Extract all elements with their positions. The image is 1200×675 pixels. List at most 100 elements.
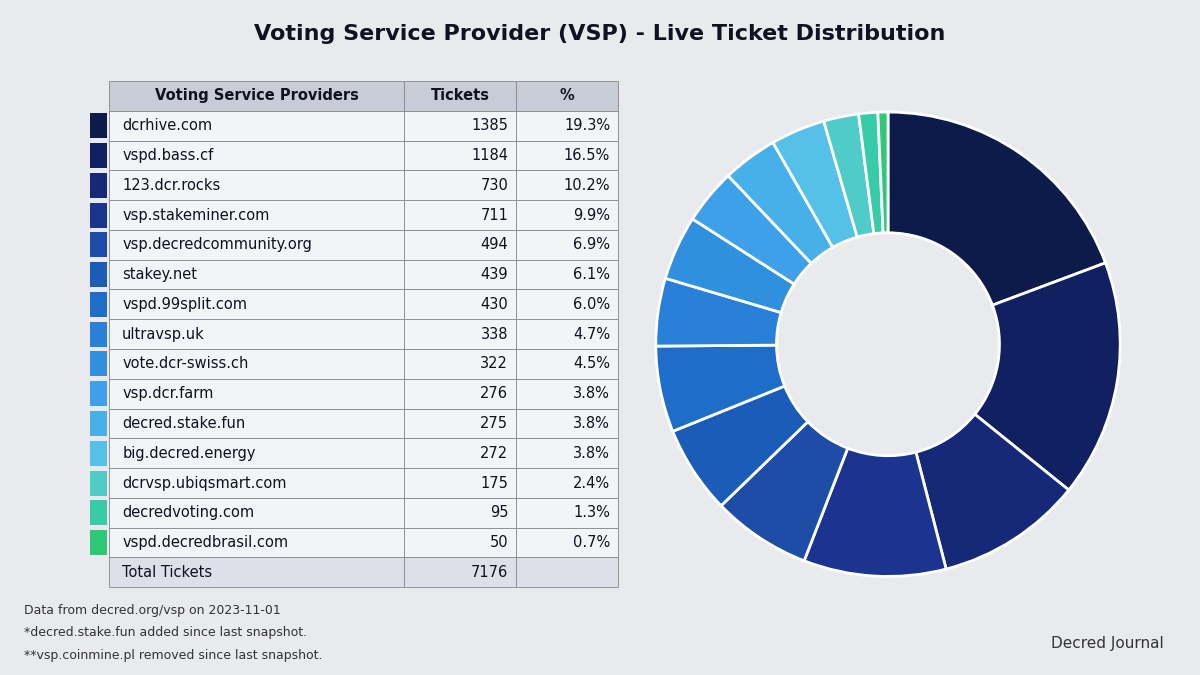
Text: stakey.net: stakey.net	[122, 267, 197, 282]
Wedge shape	[673, 386, 808, 506]
FancyBboxPatch shape	[109, 140, 404, 170]
Text: vsp.decredcommunity.org: vsp.decredcommunity.org	[122, 238, 312, 252]
FancyBboxPatch shape	[404, 230, 516, 260]
FancyBboxPatch shape	[109, 408, 404, 438]
FancyBboxPatch shape	[404, 290, 516, 319]
FancyBboxPatch shape	[109, 498, 404, 528]
FancyBboxPatch shape	[404, 319, 516, 349]
Text: 2.4%: 2.4%	[572, 475, 610, 491]
Text: vspd.bass.cf: vspd.bass.cf	[122, 148, 214, 163]
Text: 275: 275	[480, 416, 509, 431]
FancyBboxPatch shape	[404, 379, 516, 408]
FancyBboxPatch shape	[516, 290, 618, 319]
FancyBboxPatch shape	[516, 438, 618, 468]
Text: dcrhive.com: dcrhive.com	[122, 118, 212, 133]
Text: vsp.dcr.farm: vsp.dcr.farm	[122, 386, 214, 401]
FancyBboxPatch shape	[90, 143, 107, 168]
Text: 123.dcr.rocks: 123.dcr.rocks	[122, 178, 221, 193]
Text: 0.7%: 0.7%	[572, 535, 610, 550]
Wedge shape	[916, 414, 1069, 569]
FancyBboxPatch shape	[109, 349, 404, 379]
FancyBboxPatch shape	[109, 81, 404, 111]
FancyBboxPatch shape	[516, 170, 618, 200]
Wedge shape	[878, 112, 888, 233]
Text: 9.9%: 9.9%	[574, 207, 610, 223]
FancyBboxPatch shape	[516, 528, 618, 558]
Text: 7176: 7176	[472, 565, 509, 580]
Text: Decred Journal: Decred Journal	[1051, 637, 1164, 651]
Text: *decred.stake.fun added since last snapshot.: *decred.stake.fun added since last snaps…	[24, 626, 307, 639]
Text: 276: 276	[480, 386, 509, 401]
FancyBboxPatch shape	[404, 260, 516, 290]
FancyBboxPatch shape	[516, 468, 618, 498]
FancyBboxPatch shape	[109, 111, 404, 140]
FancyBboxPatch shape	[90, 202, 107, 227]
FancyBboxPatch shape	[109, 170, 404, 200]
FancyBboxPatch shape	[109, 200, 404, 230]
FancyBboxPatch shape	[516, 200, 618, 230]
FancyBboxPatch shape	[90, 352, 107, 377]
FancyBboxPatch shape	[109, 379, 404, 408]
Wedge shape	[728, 142, 833, 263]
FancyBboxPatch shape	[90, 470, 107, 495]
Wedge shape	[656, 345, 785, 431]
Wedge shape	[974, 263, 1120, 490]
Text: 338: 338	[481, 327, 509, 342]
FancyBboxPatch shape	[516, 379, 618, 408]
Text: 730: 730	[480, 178, 509, 193]
FancyBboxPatch shape	[90, 113, 107, 138]
Text: Voting Service Providers: Voting Service Providers	[155, 88, 359, 103]
Wedge shape	[692, 176, 811, 284]
Text: 19.3%: 19.3%	[564, 118, 610, 133]
FancyBboxPatch shape	[516, 408, 618, 438]
Text: vspd.99split.com: vspd.99split.com	[122, 297, 247, 312]
Text: 272: 272	[480, 446, 509, 461]
Text: 1385: 1385	[472, 118, 509, 133]
FancyBboxPatch shape	[90, 381, 107, 406]
FancyBboxPatch shape	[90, 500, 107, 525]
Text: Voting Service Provider (VSP) - Live Ticket Distribution: Voting Service Provider (VSP) - Live Tic…	[254, 24, 946, 44]
Text: vote.dcr-swiss.ch: vote.dcr-swiss.ch	[122, 356, 248, 371]
FancyBboxPatch shape	[404, 528, 516, 558]
Text: 322: 322	[480, 356, 509, 371]
Text: 6.9%: 6.9%	[574, 238, 610, 252]
FancyBboxPatch shape	[516, 349, 618, 379]
FancyBboxPatch shape	[404, 558, 516, 587]
Text: **vsp.coinmine.pl removed since last snapshot.: **vsp.coinmine.pl removed since last sna…	[24, 649, 323, 662]
FancyBboxPatch shape	[516, 319, 618, 349]
FancyBboxPatch shape	[90, 321, 107, 347]
Text: ultravsp.uk: ultravsp.uk	[122, 327, 205, 342]
Wedge shape	[823, 114, 874, 237]
Text: 95: 95	[490, 506, 509, 520]
Wedge shape	[773, 121, 857, 248]
FancyBboxPatch shape	[109, 558, 404, 587]
Wedge shape	[804, 448, 946, 576]
Text: 6.1%: 6.1%	[574, 267, 610, 282]
FancyBboxPatch shape	[90, 411, 107, 436]
Text: 4.7%: 4.7%	[572, 327, 610, 342]
FancyBboxPatch shape	[90, 292, 107, 317]
Text: 3.8%: 3.8%	[574, 416, 610, 431]
FancyBboxPatch shape	[516, 81, 618, 111]
FancyBboxPatch shape	[404, 170, 516, 200]
Text: 3.8%: 3.8%	[574, 386, 610, 401]
FancyBboxPatch shape	[404, 81, 516, 111]
Wedge shape	[665, 219, 794, 313]
Text: 4.5%: 4.5%	[574, 356, 610, 371]
Wedge shape	[655, 278, 781, 346]
FancyBboxPatch shape	[109, 438, 404, 468]
Text: 10.2%: 10.2%	[564, 178, 610, 193]
Wedge shape	[888, 112, 1105, 305]
FancyBboxPatch shape	[109, 230, 404, 260]
Text: 439: 439	[481, 267, 509, 282]
FancyBboxPatch shape	[109, 528, 404, 558]
Text: 175: 175	[480, 475, 509, 491]
Text: 711: 711	[480, 207, 509, 223]
Text: Data from decred.org/vsp on 2023-11-01: Data from decred.org/vsp on 2023-11-01	[24, 604, 281, 617]
FancyBboxPatch shape	[109, 319, 404, 349]
FancyBboxPatch shape	[404, 349, 516, 379]
Text: big.decred.energy: big.decred.energy	[122, 446, 256, 461]
FancyBboxPatch shape	[90, 173, 107, 198]
Text: 50: 50	[490, 535, 509, 550]
Text: 1.3%: 1.3%	[574, 506, 610, 520]
